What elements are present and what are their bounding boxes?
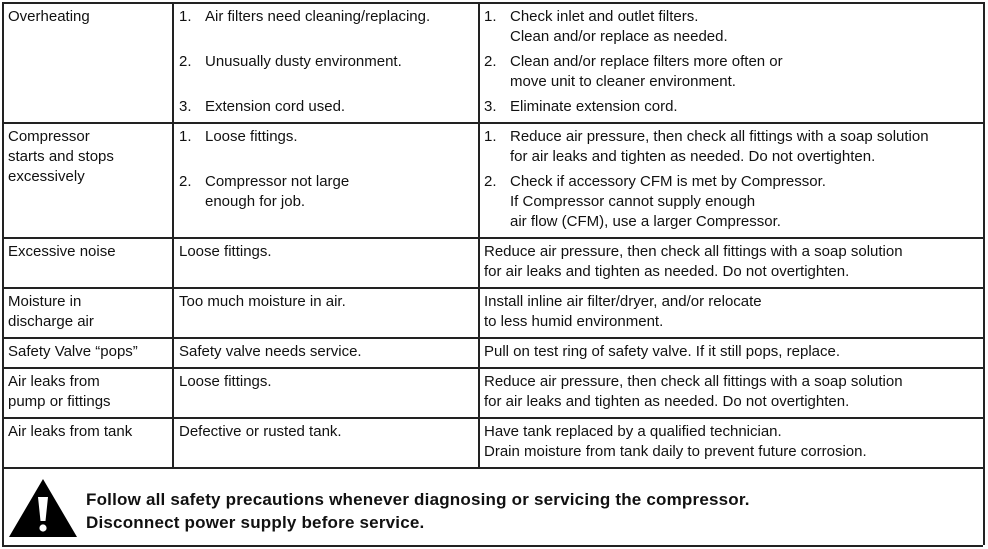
problem-text: Compressor xyxy=(8,128,90,145)
column-border xyxy=(172,367,174,417)
problem-text: excessively xyxy=(8,168,85,185)
item-text: Loose fittings. xyxy=(179,373,272,390)
item-text: Compressor not large xyxy=(205,173,350,190)
item-text: enough for job. xyxy=(205,193,306,210)
table-border xyxy=(2,2,4,545)
row-border xyxy=(2,467,983,469)
item-text: move unit to cleaner environment. xyxy=(510,73,736,90)
problem-text: Safety Valve “pops” xyxy=(8,343,138,360)
column-border xyxy=(478,337,480,367)
item-number: 1. xyxy=(179,128,192,145)
item-text: Clean and/or replace filters more often … xyxy=(510,53,783,70)
column-border xyxy=(172,337,174,367)
item-number: 1. xyxy=(484,128,497,145)
problem-text: discharge air xyxy=(8,313,94,330)
item-text: Eliminate extension cord. xyxy=(510,98,678,115)
item-text: Loose fittings. xyxy=(205,128,298,145)
item-text: Loose fittings. xyxy=(179,243,272,260)
row-border xyxy=(2,417,983,419)
item-text: Check if accessory CFM is met by Compres… xyxy=(510,173,826,190)
item-number: 2. xyxy=(484,173,497,190)
column-border xyxy=(172,122,174,237)
problem-text: Excessive noise xyxy=(8,243,116,260)
column-border xyxy=(478,122,480,237)
column-border xyxy=(172,417,174,467)
column-border xyxy=(478,417,480,467)
problem-text: starts and stops xyxy=(8,148,114,165)
column-border xyxy=(172,287,174,337)
item-text: Reduce air pressure, then check all fitt… xyxy=(484,373,903,390)
problem-text: Air leaks from tank xyxy=(8,423,133,440)
problem-text: Moisture in xyxy=(8,293,82,310)
item-number: 2. xyxy=(484,53,497,70)
column-border xyxy=(172,2,174,122)
item-number: 1. xyxy=(179,8,192,25)
item-text: air flow (CFM), use a larger Compressor. xyxy=(510,213,781,230)
column-border xyxy=(478,367,480,417)
item-text: to less humid environment. xyxy=(484,313,664,330)
warning-icon xyxy=(9,479,77,537)
row-border xyxy=(2,2,983,4)
item-text: for air leaks and tighten as needed. Do … xyxy=(484,263,850,280)
item-text: Install inline air filter/dryer, and/or … xyxy=(484,293,762,310)
item-text: for air leaks and tighten as needed. Do … xyxy=(510,148,876,165)
row-border xyxy=(2,287,983,289)
item-text: Defective or rusted tank. xyxy=(179,423,342,440)
item-text: Extension cord used. xyxy=(205,98,346,115)
item-text: Safety valve needs service. xyxy=(179,343,362,360)
problem-text: Air leaks from xyxy=(8,373,100,390)
column-border xyxy=(172,237,174,287)
item-text: Pull on test ring of safety valve. If it… xyxy=(484,343,841,360)
row-border xyxy=(2,367,983,369)
item-number: 3. xyxy=(484,98,497,115)
column-border xyxy=(478,237,480,287)
item-number: 2. xyxy=(179,53,192,70)
problem-text: pump or fittings xyxy=(8,393,111,410)
item-number: 2. xyxy=(179,173,192,190)
item-text: Drain moisture from tank daily to preven… xyxy=(484,443,867,460)
warning-text: Disconnect power supply before service. xyxy=(86,513,425,532)
warning-text: Follow all safety precautions whenever d… xyxy=(86,490,750,509)
table-border xyxy=(983,2,985,545)
item-text: Unusually dusty environment. xyxy=(205,53,402,70)
item-text: Check inlet and outlet filters. xyxy=(510,8,699,25)
item-text: Clean and/or replace as needed. xyxy=(510,28,728,45)
item-text: Reduce air pressure, then check all fitt… xyxy=(484,243,903,260)
item-text: Too much moisture in air. xyxy=(179,293,346,310)
table-border xyxy=(2,545,983,547)
row-border xyxy=(2,237,983,239)
column-border xyxy=(478,287,480,337)
item-text: Reduce air pressure, then check all fitt… xyxy=(510,128,929,145)
row-border xyxy=(2,337,983,339)
column-border xyxy=(478,2,480,122)
row-border xyxy=(2,122,983,124)
item-number: 1. xyxy=(484,8,497,25)
problem-text: Overheating xyxy=(8,8,90,25)
item-number: 3. xyxy=(179,98,192,115)
item-text: for air leaks and tighten as needed. Do … xyxy=(484,393,850,410)
item-text: Have tank replaced by a qualified techni… xyxy=(484,423,782,440)
item-text: Air filters need cleaning/replacing. xyxy=(205,8,431,25)
item-text: If Compressor cannot supply enough xyxy=(510,193,756,210)
